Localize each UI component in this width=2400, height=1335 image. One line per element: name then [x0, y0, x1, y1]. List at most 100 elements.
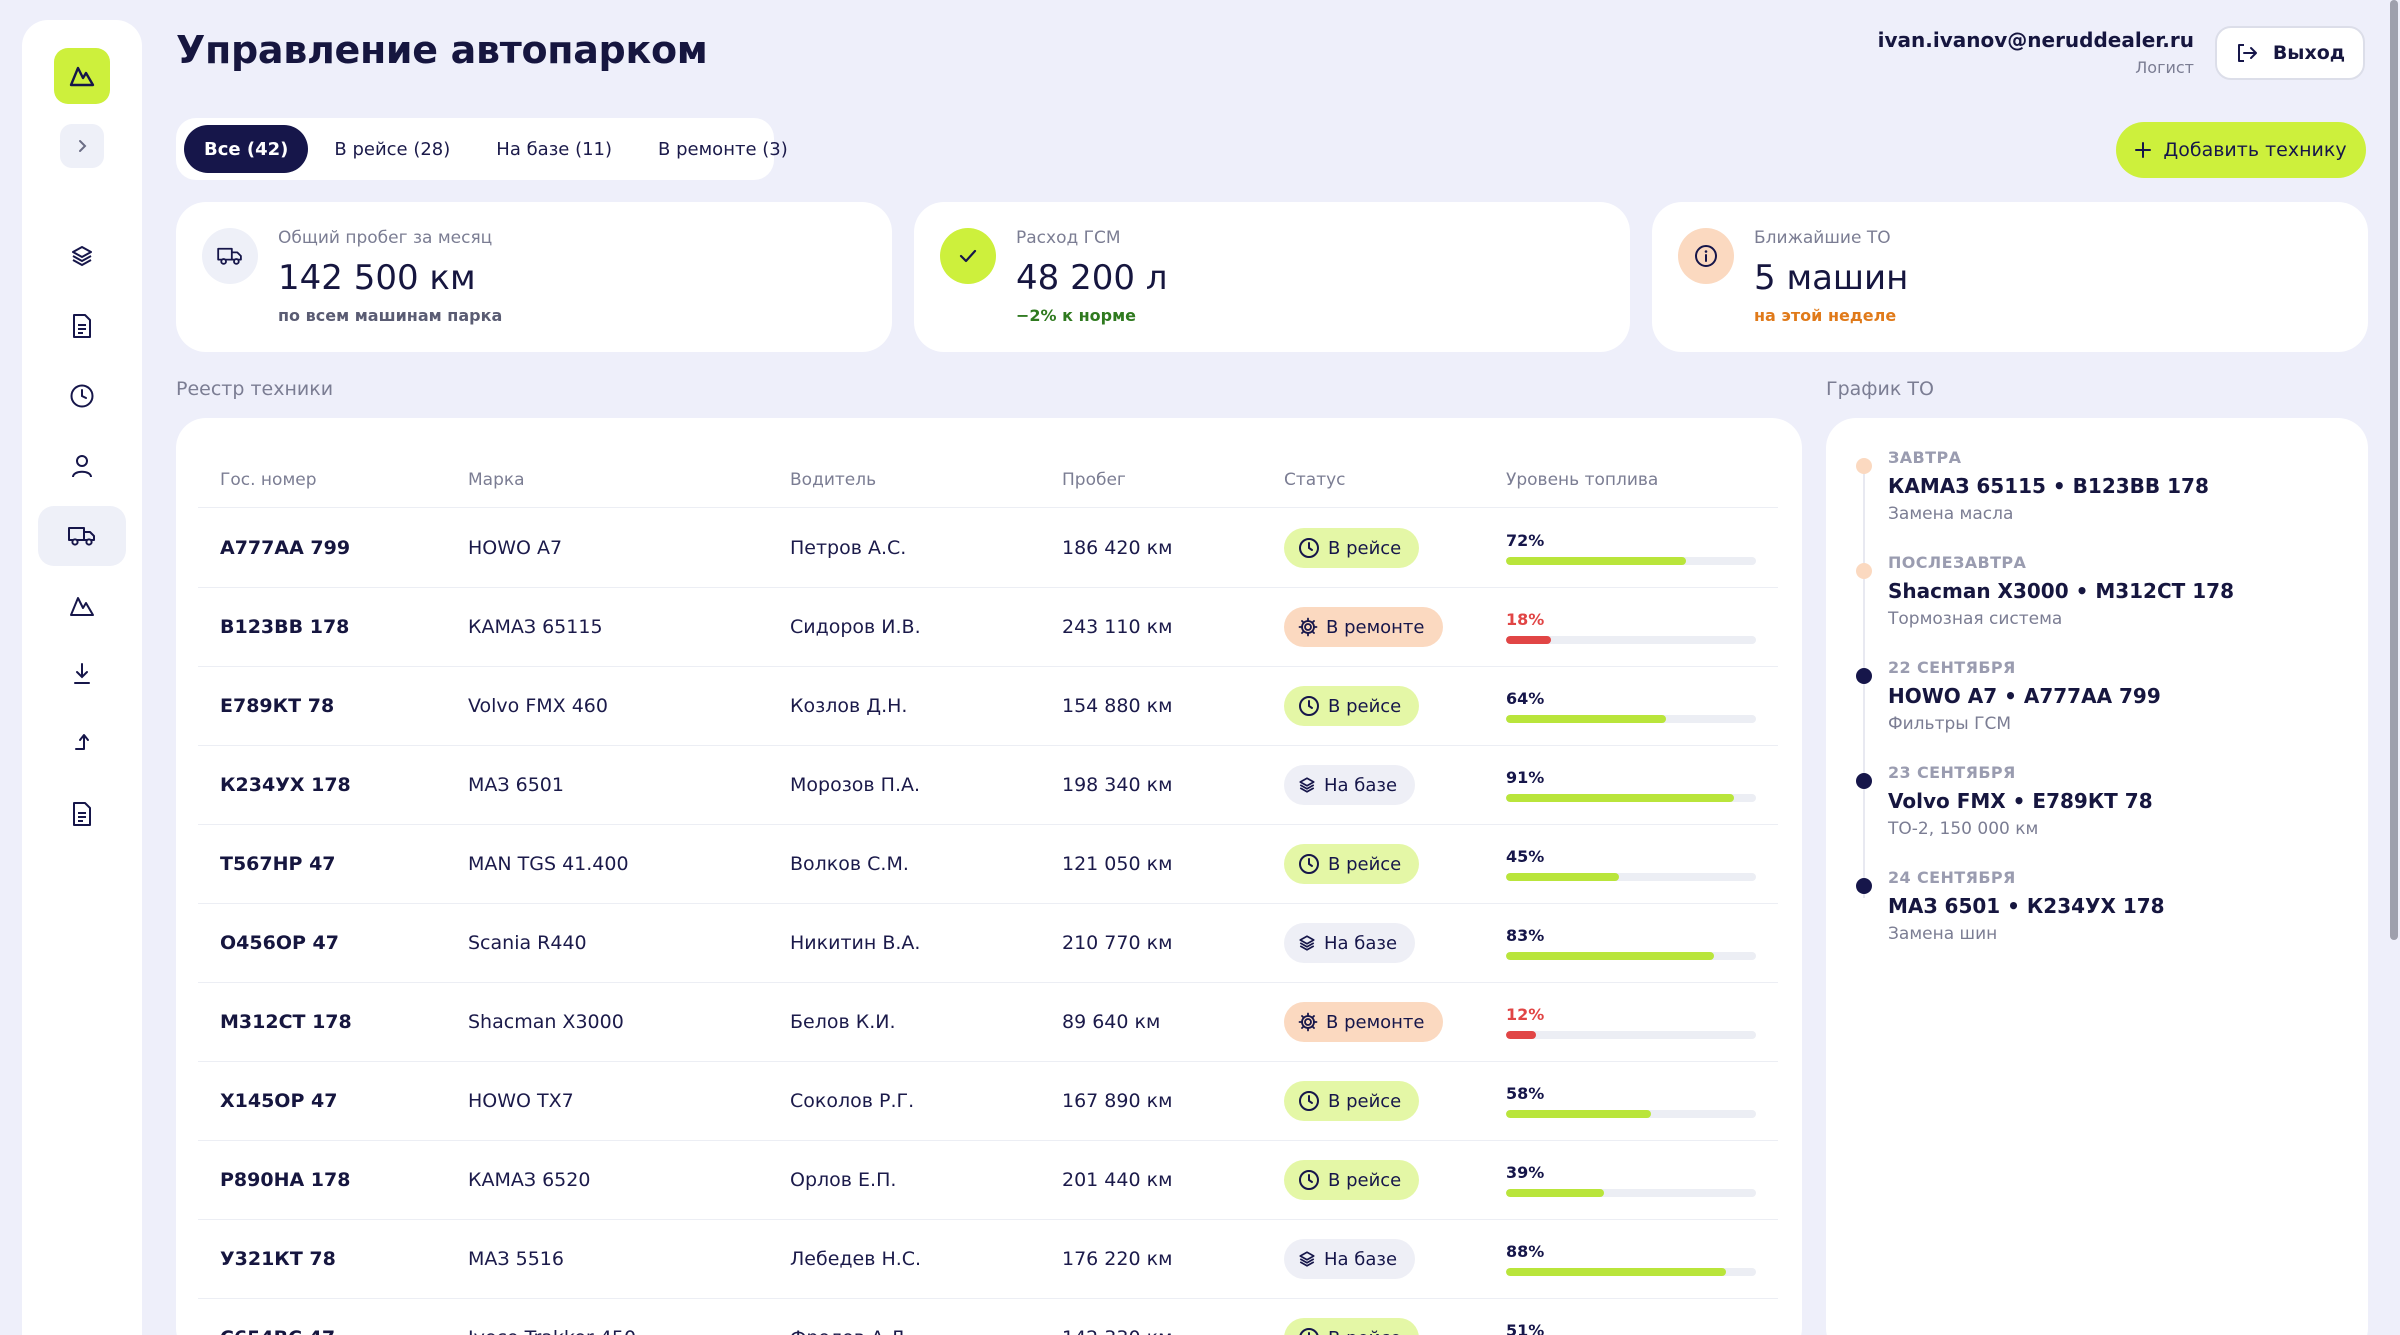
- fuel-level-value: 91%: [1506, 768, 1545, 787]
- sidebar-item-layers[interactable]: [38, 226, 126, 286]
- schedule-event[interactable]: 23 СЕНТЯБРЯ Volvo FMX • Е789КТ 78 ТО-2, 15…: [1826, 763, 2346, 853]
- user-role: Логист: [2135, 58, 2194, 77]
- status-label: В рейсе: [1328, 1169, 1402, 1191]
- fuel-level-value: 64%: [1506, 689, 1545, 708]
- table-row[interactable]: У321КТ 78 МАЗ 5516 Лебедев Н.С. 176 220 км Н…: [198, 1220, 1778, 1299]
- fuel-level-value: 39%: [1506, 1163, 1545, 1182]
- chevron-right-icon: [79, 140, 87, 152]
- status-badge: В ремонте: [1284, 607, 1443, 647]
- event-date: 24 СЕНТЯБРЯ: [1888, 868, 2016, 887]
- schedule-event[interactable]: ЗАВТРА КАМАЗ 65115 • В123ВВ 178 Замена мас…: [1826, 448, 2346, 538]
- mileage-cell: 186 420 км: [1062, 537, 1173, 559]
- sidebar-item-export[interactable]: [38, 714, 126, 774]
- column-header-fuel[interactable]: Уровень топлива: [1506, 470, 1659, 490]
- schedule-event[interactable]: 24 СЕНТЯБРЯ МАЗ 6501 • К234УХ 178 Замена ш…: [1826, 868, 2346, 958]
- logout-button[interactable]: Выход: [2215, 26, 2365, 80]
- stat-card-mileage: Общий пробег за месяц 142 500 км по всем…: [176, 202, 892, 352]
- table-row[interactable]: С654ВС 47 Iveco Trakker 450 Фролов А.Д. 142…: [198, 1299, 1778, 1335]
- fuel-level-fill: [1506, 1268, 1726, 1276]
- clock-icon: [1299, 1328, 1319, 1335]
- document-icon: [73, 314, 91, 338]
- sidebar-item-fleet[interactable]: [38, 506, 126, 566]
- report-icon: [73, 802, 91, 826]
- schedule-section-label: График ТО: [1826, 378, 1934, 400]
- stat-label: Общий пробег за месяц: [278, 228, 493, 248]
- column-header-status[interactable]: Статус: [1284, 470, 1346, 490]
- schedule-event[interactable]: ПОСЛЕЗАВТРА Shacman X3000 • М312СТ 178 Тор…: [1826, 553, 2346, 643]
- event-description: Фильтры ГСМ: [1888, 714, 2011, 734]
- mountain-icon: [69, 66, 95, 87]
- sidebar-item-documents[interactable]: [38, 296, 126, 356]
- status-badge: В рейсе: [1284, 686, 1420, 726]
- plate-cell: Е789КТ 78: [220, 695, 335, 717]
- fuel-level-bar: [1506, 1189, 1756, 1197]
- sidebar: [22, 20, 142, 1335]
- fuel-level-bar: [1506, 636, 1756, 644]
- check-icon: [959, 249, 977, 263]
- fuel-level-bar: [1506, 794, 1756, 802]
- driver-cell: Белов К.И.: [790, 1011, 896, 1033]
- fuel-level-bar: [1506, 557, 1756, 565]
- mileage-cell: 243 110 км: [1062, 616, 1173, 638]
- schedule-event[interactable]: 22 СЕНТЯБРЯ HOWO A7 • А777АА 799 Фильтры Г…: [1826, 658, 2346, 748]
- event-title: МАЗ 6501 • К234УХ 178: [1888, 894, 2165, 918]
- clock-icon: [1299, 1170, 1319, 1190]
- column-header-brand[interactable]: Марка: [468, 470, 525, 490]
- clock-icon: [1299, 854, 1319, 874]
- add-vehicle-button[interactable]: Добавить технику: [2116, 122, 2366, 178]
- plate-cell: С654ВС 47: [220, 1327, 335, 1335]
- add-vehicle-label: Добавить технику: [2163, 139, 2347, 161]
- logo[interactable]: [54, 48, 110, 104]
- page-scrollbar[interactable]: [2390, 0, 2398, 940]
- table-row[interactable]: Т567НР 47 MAN TGS 41.400 Волков С.М. 121 05…: [198, 825, 1778, 904]
- tab-at-base[interactable]: На базе (11): [496, 138, 613, 160]
- table-row[interactable]: О456ОР 47 Scania R440 Никитин В.А. 210 770 …: [198, 904, 1778, 983]
- status-badge: В рейсе: [1284, 844, 1420, 884]
- sidebar-expand-button[interactable]: [60, 124, 104, 168]
- sidebar-item-import[interactable]: [38, 644, 126, 704]
- gear-icon: [1298, 617, 1318, 637]
- timeline-dot: [1856, 563, 1872, 579]
- timeline-dot: [1856, 773, 1872, 789]
- fuel-level-value: 72%: [1506, 531, 1545, 550]
- table-row[interactable]: Р890НА 178 КАМАЗ 6520 Орлов Е.П. 201 440 км…: [198, 1141, 1778, 1220]
- sidebar-item-drivers[interactable]: [38, 436, 126, 496]
- stat-subtext: по всем машинам парка: [278, 306, 503, 325]
- table-row[interactable]: Е789КТ 78 Volvo FMX 460 Козлов Д.Н. 154 880…: [198, 667, 1778, 746]
- table-header: Гос. номер Марка Водитель Пробег Статус …: [198, 448, 1778, 508]
- tab-on-trip[interactable]: В рейсе (28): [334, 138, 451, 160]
- plus-icon: [2135, 142, 2152, 158]
- column-header-mileage[interactable]: Пробег: [1062, 470, 1126, 490]
- status-badge: В ремонте: [1284, 1002, 1443, 1042]
- column-header-plate[interactable]: Гос. номер: [220, 470, 317, 490]
- brand-cell: HOWO A7: [468, 537, 563, 559]
- table-row[interactable]: Х145ОР 47 HOWO TX7 Соколов Р.Г. 167 890 км В…: [198, 1062, 1778, 1141]
- fuel-level-value: 51%: [1506, 1321, 1545, 1335]
- layers-icon: [1299, 935, 1315, 951]
- mileage-cell: 154 880 км: [1062, 695, 1173, 717]
- clock-icon: [1299, 538, 1319, 558]
- fuel-level-fill: [1506, 715, 1666, 723]
- sidebar-item-materials[interactable]: [38, 576, 126, 636]
- fuel-level-fill: [1506, 636, 1551, 644]
- sidebar-item-history[interactable]: [38, 366, 126, 426]
- fuel-level-bar: [1506, 1268, 1756, 1276]
- table-row[interactable]: А777АА 799 HOWO A7 Петров А.С. 186 420 км В …: [198, 509, 1778, 588]
- brand-cell: КАМАЗ 65115: [468, 616, 603, 638]
- tab-in-repair[interactable]: В ремонте (3): [658, 138, 788, 160]
- tab-all[interactable]: Все (42): [184, 125, 309, 173]
- status-label: В рейсе: [1328, 1090, 1402, 1112]
- clock-icon: [1299, 696, 1319, 716]
- card-icon: [940, 228, 996, 284]
- status-tabs: Все (42) В рейсе (28) На базе (11) В рем…: [176, 118, 788, 180]
- table-row[interactable]: М312СТ 178 Shacman X3000 Белов К.И. 89 640 …: [198, 983, 1778, 1062]
- status-badge: На базе: [1284, 923, 1416, 963]
- download-icon: [74, 663, 90, 684]
- table-row[interactable]: В123ВВ 178 КАМАЗ 65115 Сидоров И.В. 243 110…: [198, 588, 1778, 667]
- sidebar-item-reports[interactable]: [38, 784, 126, 844]
- table-row[interactable]: К234УХ 178 МАЗ 6501 Морозов П.А. 198 340 км…: [198, 746, 1778, 825]
- stat-value: 142 500 км: [278, 258, 476, 298]
- event-title: КАМАЗ 65115 • В123ВВ 178: [1888, 474, 2209, 498]
- column-header-driver[interactable]: Водитель: [790, 470, 877, 490]
- fuel-level-value: 83%: [1506, 926, 1545, 945]
